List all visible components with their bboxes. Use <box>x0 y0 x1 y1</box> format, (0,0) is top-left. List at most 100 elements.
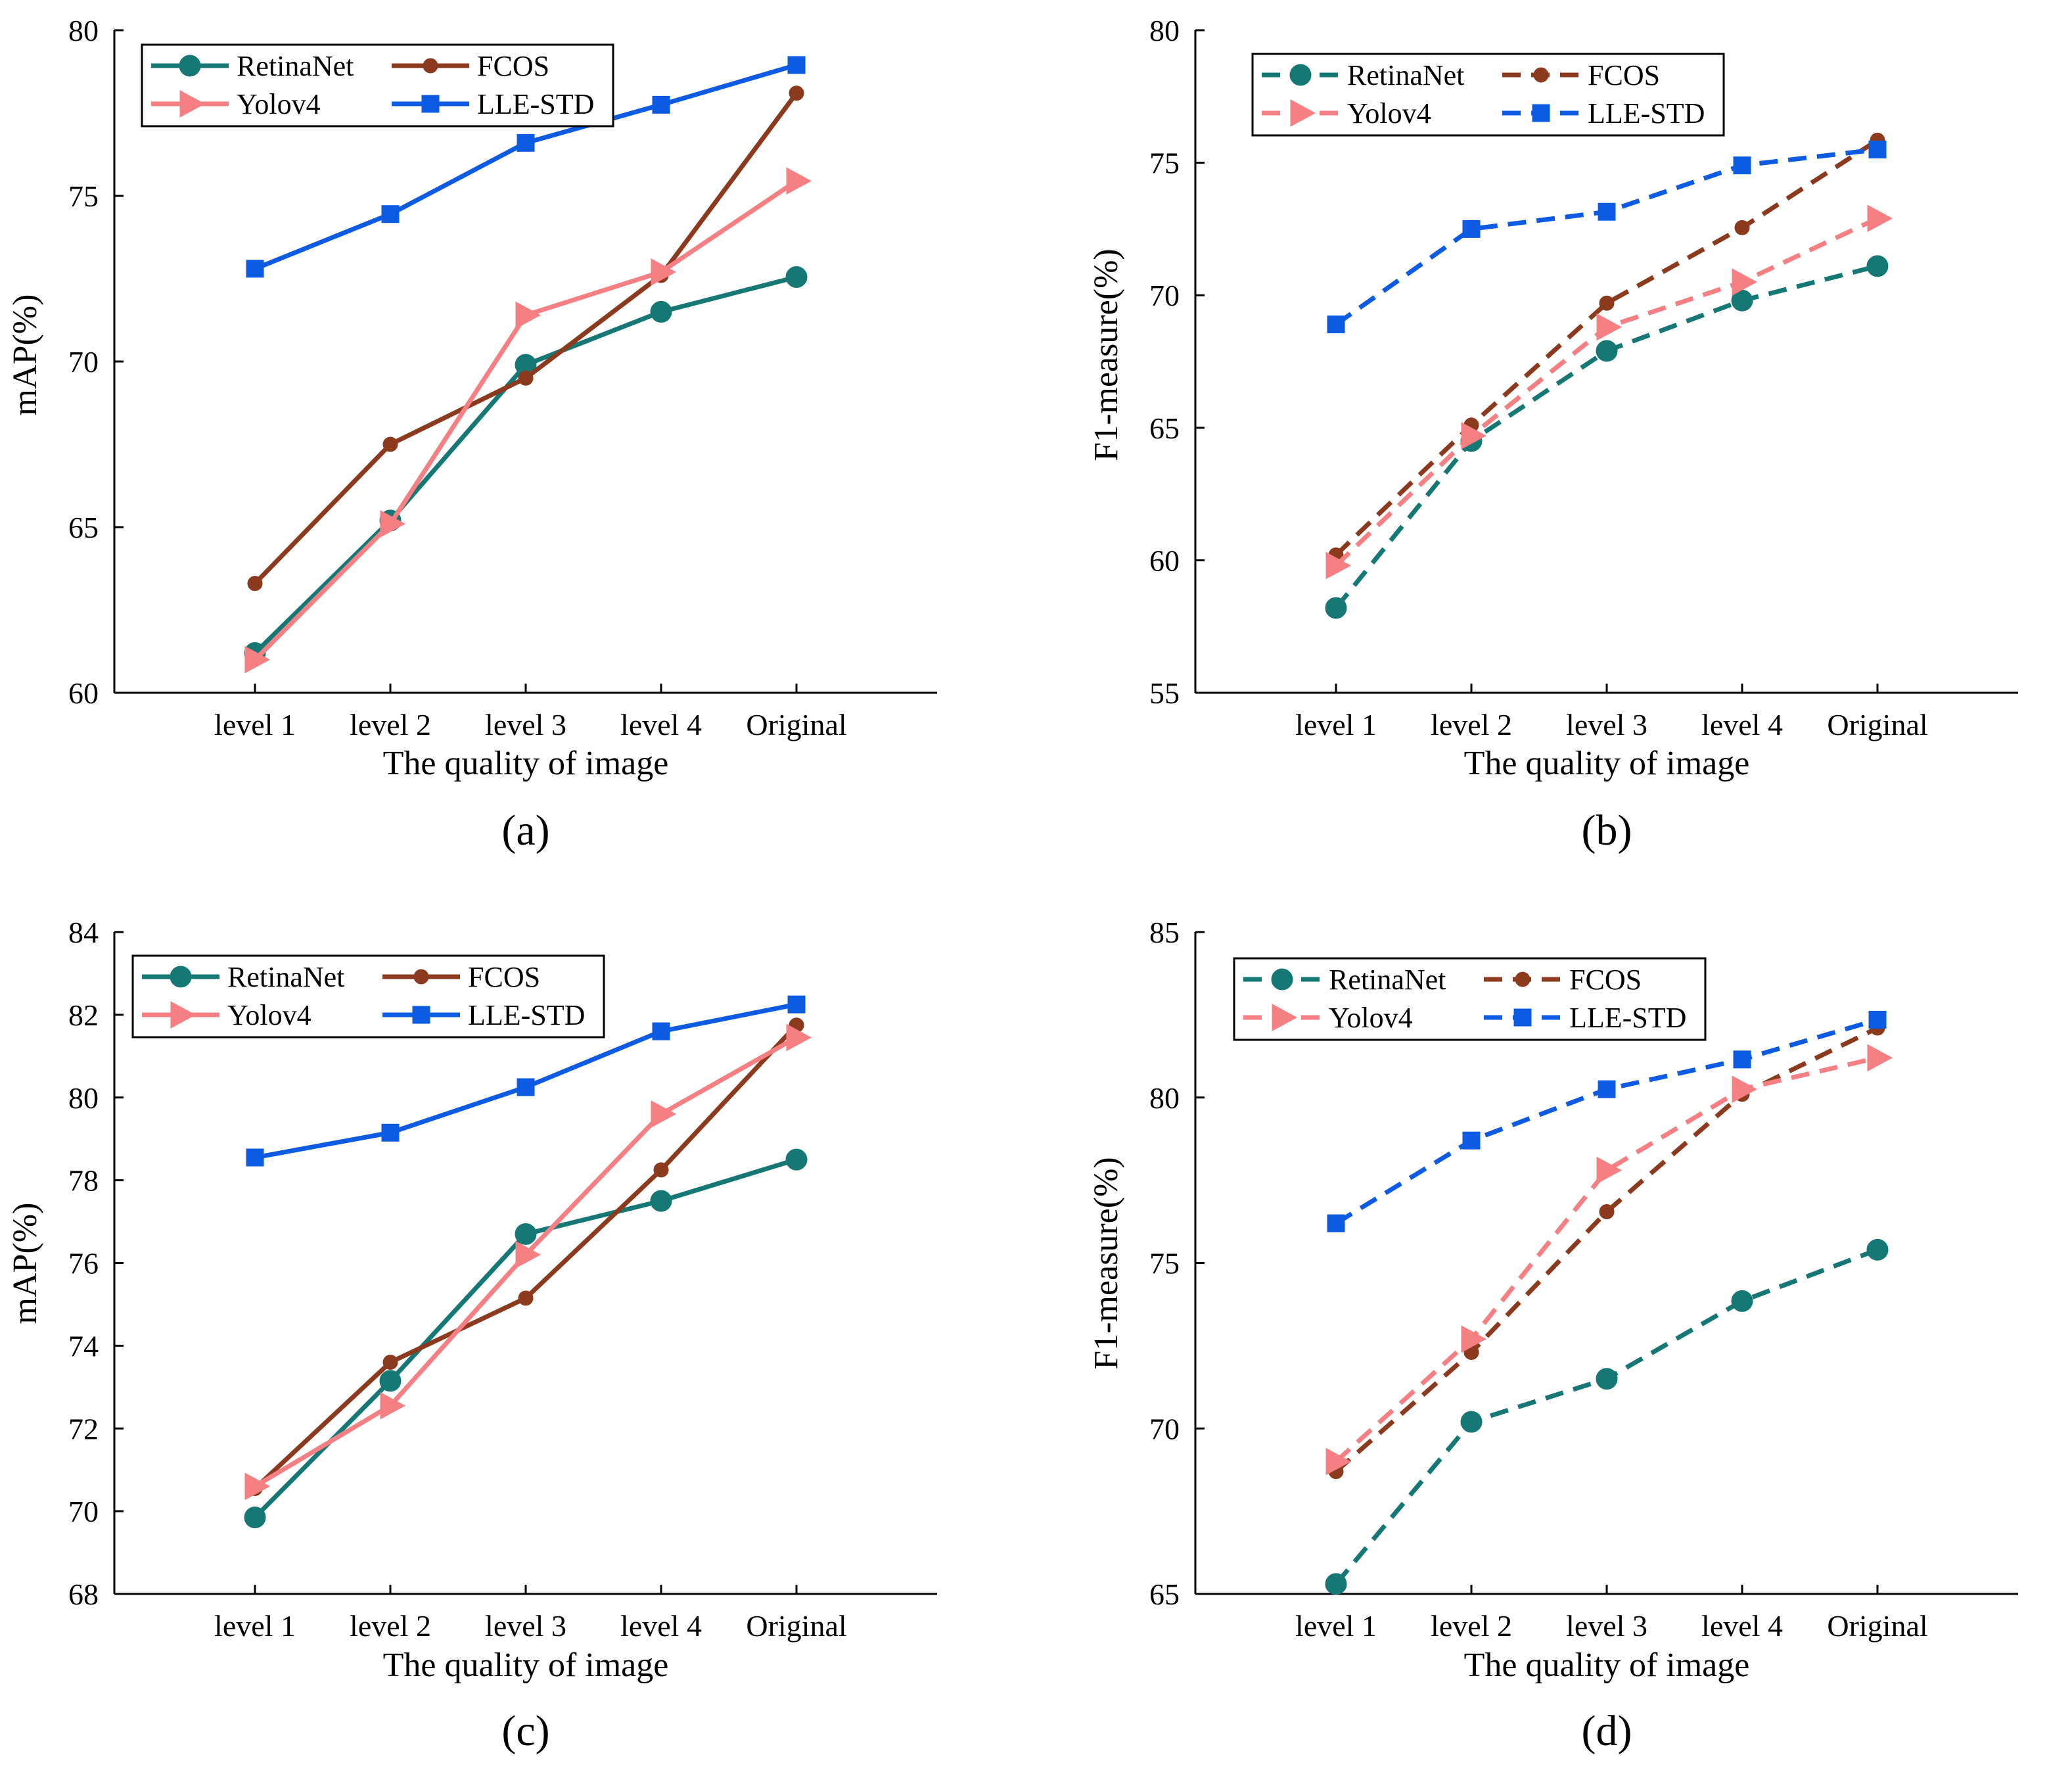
legend: RetinaNet FCOS Yolov4 LLE-STD <box>141 43 614 128</box>
legend-yolov4-point <box>1290 99 1316 127</box>
series-yolov4-point <box>380 1391 406 1420</box>
legend-lle-std-point <box>1513 1008 1532 1027</box>
series-fcos-point <box>518 1290 534 1306</box>
series-fcos-point <box>382 1355 398 1370</box>
series-retinanet-point <box>1596 1368 1618 1390</box>
series-yolov4-point <box>786 167 812 195</box>
x-axis-label: The quality of image <box>383 1647 669 1684</box>
y-tick-label: 70 <box>68 345 99 379</box>
x-tick-label: level 1 <box>1295 1609 1377 1643</box>
legend-lle-std-label: LLE-STD <box>1588 97 1705 129</box>
series-fcos-point <box>653 1162 669 1178</box>
legend-lle-std-point <box>412 1006 430 1024</box>
y-axis-label: F1-measure(%) <box>1088 1157 1125 1369</box>
series-yolov4-point <box>1461 422 1487 450</box>
legend-fcos-point <box>423 58 438 74</box>
legend-retinanet-point <box>1271 968 1293 991</box>
y-tick-label: 80 <box>1149 14 1180 47</box>
y-tick-label: 70 <box>68 1495 99 1528</box>
series-lle-std-point <box>787 995 806 1014</box>
chart-panel-c: 68 70 72 74 76 78 80 82 84 level 1 level 2 level 3 l… <box>7 916 937 1755</box>
y-tick-label: 55 <box>1149 676 1180 710</box>
legend-lle-std-label: LLE-STD <box>477 88 594 120</box>
legend-box <box>1233 957 1707 1041</box>
legend-yolov4-point <box>170 1001 196 1029</box>
series-yolov4-point <box>651 1100 677 1128</box>
y-tick-label: 70 <box>1149 279 1180 312</box>
x-tick-label: level 3 <box>485 708 566 741</box>
legend-fcos-point <box>413 969 429 985</box>
series-lle-std-point <box>1598 1080 1616 1098</box>
legend-fcos-point <box>1515 971 1531 987</box>
legend-retinanet-point <box>1289 64 1312 86</box>
series-yolov4-point <box>651 258 677 286</box>
series-yolov4-line <box>1334 1055 1878 1464</box>
legend-lle-std-point <box>421 95 440 113</box>
series-lle-std <box>246 995 806 1167</box>
series-lle-std <box>1327 1010 1887 1232</box>
x-tick-label: level 4 <box>620 708 702 741</box>
series-lle-std-point <box>652 1022 670 1040</box>
series-lle-std-point <box>787 56 806 74</box>
x-tick-label: level 2 <box>350 708 431 741</box>
series-lle-std-point <box>381 1123 400 1142</box>
series-yolov4-point <box>1732 268 1758 296</box>
legend: RetinaNet FCOS Yolov4 LLE-STD <box>1233 957 1707 1041</box>
x-tick-label: level 4 <box>1701 708 1783 741</box>
series-fcos-line <box>253 91 798 586</box>
series-retinanet-line <box>253 275 797 655</box>
y-tick-label: 65 <box>1149 411 1180 445</box>
series-fcos-point <box>789 85 804 101</box>
series-lle-std-point <box>1868 140 1887 158</box>
y-tick-label: 85 <box>1149 916 1180 949</box>
series-retinanet-point <box>244 1507 266 1529</box>
series-retinanet-point <box>1325 597 1347 619</box>
y-tick-label: 84 <box>68 916 99 949</box>
legend-yolov4-label: Yolov4 <box>227 999 311 1031</box>
series-lle-std-point <box>1598 202 1616 221</box>
y-tick-label: 65 <box>68 511 99 544</box>
legend-retinanet-point <box>170 966 192 988</box>
series-yolov4-point <box>1461 1325 1487 1353</box>
series-yolov4 <box>244 167 812 674</box>
series-lle-std-point <box>1462 1131 1481 1150</box>
series-fcos-point <box>518 370 534 386</box>
x-tick-label: level 2 <box>1431 1609 1512 1643</box>
series-yolov4-point <box>1596 1156 1623 1184</box>
x-tick-label: level 2 <box>1431 708 1512 741</box>
x-tick-label: level 3 <box>1566 708 1647 741</box>
series-lle-std-point <box>1733 156 1751 175</box>
y-tick-label: 65 <box>1149 1577 1180 1611</box>
series-yolov4-point <box>380 510 406 538</box>
panel-label: (b) <box>1582 806 1632 854</box>
series-yolov4-point <box>1325 1447 1352 1476</box>
series-yolov4-point <box>1325 551 1352 580</box>
y-tick-label: 72 <box>68 1412 99 1445</box>
y-tick-label: 68 <box>68 1577 99 1611</box>
x-tick-label: Original <box>1827 1609 1927 1643</box>
legend-fcos-point <box>1533 67 1549 83</box>
series-retinanet <box>244 1148 808 1529</box>
series-retinanet-point <box>650 1190 672 1212</box>
y-tick-label: 80 <box>68 1081 99 1115</box>
series-lle-std-point <box>1327 1214 1345 1232</box>
series-retinanet-point <box>1325 1573 1347 1595</box>
x-tick-label: level 3 <box>1566 1609 1647 1643</box>
legend-fcos-label: FCOS <box>1569 964 1642 996</box>
chart-panel-a: 60 65 70 75 80 level 1 level 2 level 3 level 4 Or… <box>7 14 937 854</box>
series-fcos-point <box>1734 220 1750 235</box>
x-axis-label: The quality of image <box>1464 1647 1750 1684</box>
x-tick-label: level 1 <box>214 1609 296 1643</box>
series-yolov4-point <box>244 645 271 674</box>
series-retinanet-point <box>1731 1290 1753 1312</box>
series-retinanet-point <box>650 300 672 323</box>
legend-box <box>141 43 614 128</box>
series-retinanet-point <box>1596 340 1618 362</box>
series-lle-std-point <box>381 205 400 223</box>
y-tick-label: 74 <box>68 1329 99 1363</box>
legend-lle-std-label: LLE-STD <box>468 999 585 1031</box>
legend-yolov4-point <box>179 90 206 118</box>
series-yolov4-point <box>515 301 541 329</box>
series-lle-std-point <box>246 1148 264 1167</box>
